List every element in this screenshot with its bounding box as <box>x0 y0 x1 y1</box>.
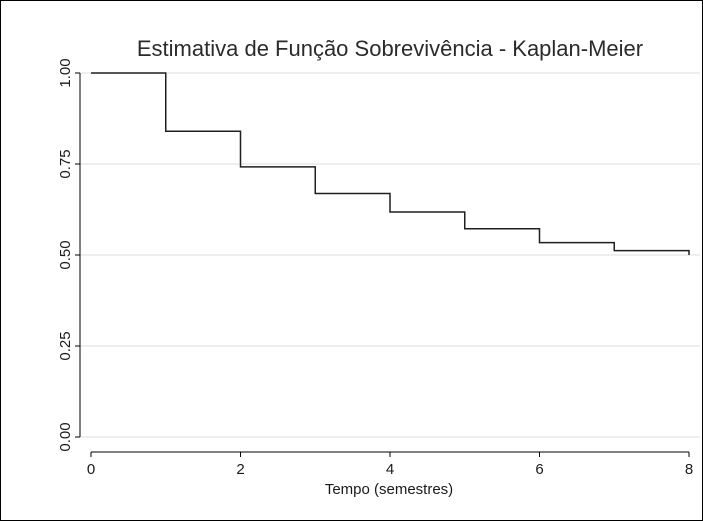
tick-layer: 0.00 0.25 0.50 0.75 1.00 0 2 4 6 8 <box>57 58 693 478</box>
y-tick-label-2: 0.50 <box>57 240 74 269</box>
chart-title: Estimativa de Função Sobrevivência - Kap… <box>137 36 643 61</box>
grid-layer <box>80 72 700 438</box>
x-tick-label-4: 8 <box>685 461 693 478</box>
survival-step-line-0 <box>91 72 690 255</box>
x-tick-label-3: 6 <box>535 461 543 478</box>
x-tick-label-1: 2 <box>236 461 244 478</box>
x-tick-label-2: 4 <box>386 461 394 478</box>
y-tick-label-3: 0.75 <box>57 149 74 178</box>
x-tick-label-0: 0 <box>87 461 95 478</box>
y-tick-label-4: 1.00 <box>57 58 74 87</box>
axis-layer <box>79 73 689 453</box>
series-layer <box>91 72 690 255</box>
x-axis-label: Tempo (semestres) <box>325 481 453 498</box>
y-tick-label-0: 0.00 <box>57 422 74 451</box>
y-tick-label-1: 0.25 <box>57 331 74 360</box>
